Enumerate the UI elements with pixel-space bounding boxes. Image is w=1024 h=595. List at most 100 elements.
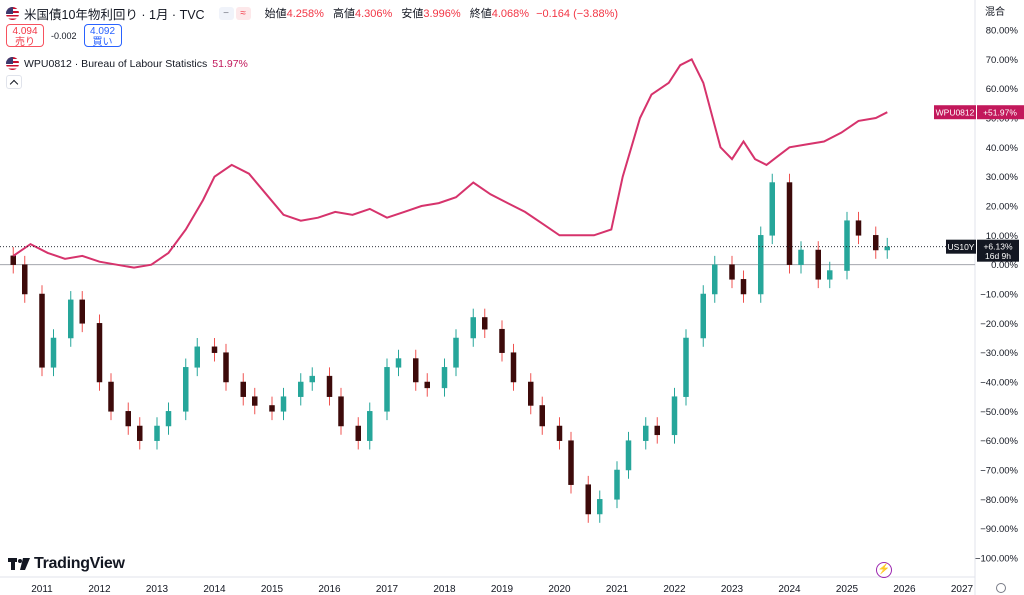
- series2-row: WPU0812 · Bureau of Labour Statistics 51…: [6, 57, 248, 70]
- ohlc-values: 始値4.258% 高値4.306% 安値3.996% 終値4.068% −0.1…: [264, 8, 619, 20]
- candle: [470, 317, 476, 339]
- candle: [568, 440, 574, 485]
- x-tick-label: 2012: [88, 584, 111, 595]
- candle: [125, 411, 131, 427]
- x-tick-label: 2023: [721, 584, 744, 595]
- candle: [740, 279, 747, 295]
- us10y-value-badge: [977, 239, 1019, 262]
- trade-row: 4.094 売り -0.002 4.092 買い: [6, 24, 122, 48]
- candle: [844, 220, 850, 271]
- candle: [22, 264, 28, 295]
- candle: [625, 440, 632, 471]
- candle: [798, 249, 804, 265]
- candle: [510, 352, 517, 383]
- candle: [528, 381, 534, 406]
- collapse-minus-button[interactable]: −: [218, 6, 234, 20]
- sell-button[interactable]: 4.094 売り: [6, 24, 44, 48]
- candle: [280, 396, 287, 412]
- wpu0812-name-badge: [934, 105, 976, 120]
- y-tick-label: 60.00%: [986, 84, 1019, 95]
- scale-mode-label[interactable]: 混合: [985, 7, 1005, 18]
- bolt-icon[interactable]: ⚡: [876, 562, 892, 578]
- y-tick-label: −70.00%: [980, 466, 1018, 477]
- candle: [39, 293, 45, 368]
- settings-gear-icon[interactable]: [996, 583, 1006, 593]
- candle: [855, 220, 862, 236]
- wpu0812-line: [12, 57, 888, 269]
- candle: [597, 499, 603, 515]
- candle: [154, 425, 160, 441]
- x-tick-label: 2025: [836, 584, 859, 595]
- candle: [96, 323, 103, 383]
- x-tick-label: 2015: [261, 584, 284, 595]
- x-tick-label: 2014: [203, 584, 226, 595]
- us-flag-icon: [6, 57, 19, 70]
- y-tick-label: 80.00%: [986, 26, 1019, 37]
- candle: [298, 381, 304, 397]
- wpu0812-value-badge-text: +51.97%: [983, 108, 1017, 118]
- candle: [309, 375, 315, 383]
- y-tick-label: 0.00%: [991, 260, 1018, 271]
- y-tick-label: −50.00%: [980, 407, 1018, 418]
- y-tick-label: −20.00%: [980, 319, 1018, 330]
- candle: [183, 367, 189, 412]
- wpu0812-name-badge-text: WPU0812: [936, 108, 975, 118]
- candle: [108, 381, 114, 412]
- candle: [585, 484, 591, 515]
- candle: [654, 425, 660, 436]
- symbol-row: 米国債10年物利回り · 1月 · TVC − ≈ 始値4.258% 高値4.3…: [6, 5, 619, 22]
- tradingview-logo-icon: [8, 558, 30, 570]
- candle: [367, 411, 373, 441]
- candle: [413, 358, 419, 383]
- compare-wave-button[interactable]: ≈: [235, 6, 251, 20]
- us10y-value-badge-text: +6.13%: [983, 242, 1013, 252]
- candle: [269, 405, 275, 412]
- candle: [240, 381, 246, 397]
- candle: [384, 367, 390, 412]
- x-tick-label: 2026: [893, 584, 916, 595]
- y-tick-label: 10.00%: [986, 231, 1019, 242]
- y-tick-label: 30.00%: [986, 172, 1019, 183]
- y-tick-label: −90.00%: [980, 524, 1018, 535]
- y-tick-label: −80.00%: [980, 495, 1018, 506]
- symbol-title[interactable]: 米国債10年物利回り · 1月 · TVC: [24, 7, 205, 22]
- candle: [137, 425, 143, 441]
- candle: [556, 425, 563, 441]
- x-tick-label: 2011: [31, 584, 53, 595]
- candle: [873, 235, 879, 251]
- collapse-legend-button[interactable]: [6, 75, 22, 89]
- candle: [194, 346, 200, 368]
- candle: [786, 182, 793, 265]
- candle: [252, 396, 258, 406]
- candle: [338, 396, 344, 427]
- candle: [815, 249, 821, 280]
- candle: [671, 396, 678, 436]
- y-tick-label: −30.00%: [980, 348, 1018, 359]
- x-tick-label: 2022: [663, 584, 686, 595]
- y-tick-label: 40.00%: [986, 143, 1019, 154]
- y-tick-label: −60.00%: [980, 436, 1018, 447]
- candle: [482, 317, 488, 330]
- candle: [79, 299, 85, 324]
- us10y-countdown-text: 16d 9h: [985, 251, 1011, 261]
- buy-button[interactable]: 4.092 買い: [83, 24, 122, 48]
- series2-name[interactable]: WPU0812 · Bureau of Labour Statistics: [24, 57, 208, 70]
- candle: [395, 358, 402, 368]
- candle: [614, 469, 620, 500]
- y-tick-label: −40.00%: [980, 378, 1018, 389]
- candle: [712, 264, 718, 295]
- candle: [700, 293, 706, 339]
- candle: [758, 235, 764, 295]
- x-tick-label: 2017: [376, 584, 399, 595]
- candle: [499, 328, 505, 353]
- x-tick-label: 2027: [951, 584, 974, 595]
- candle: [10, 255, 16, 265]
- tradingview-logo: TradingView: [8, 555, 125, 573]
- x-tick-label: 2024: [778, 584, 801, 595]
- us10y-name-badge-text: US10Y: [948, 242, 975, 252]
- candle: [326, 375, 333, 397]
- candle: [424, 381, 430, 389]
- x-tick-label: 2021: [606, 584, 629, 595]
- us-flag-icon: [6, 6, 19, 20]
